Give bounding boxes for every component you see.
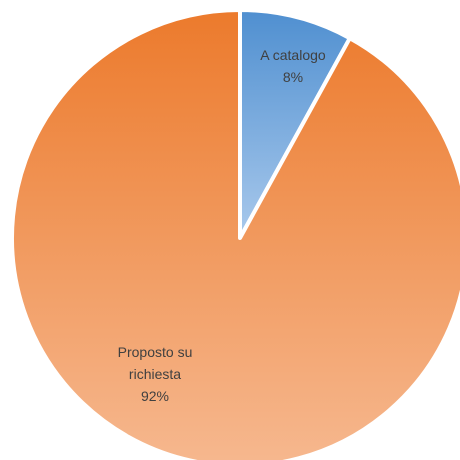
pie-slice-a-catalogo	[238, 8, 352, 240]
slice-value-text: 92%	[141, 388, 169, 404]
slice-category-text: Proposto su	[118, 344, 193, 360]
slice-label-proposto-su-richiesta: Proposto su richiesta 92%	[118, 344, 193, 404]
slice-label-a-catalogo: A catalogo 8%	[260, 47, 326, 85]
pie-slice-proposto-su-richiesta	[10, 8, 460, 460]
slice-category-text: A catalogo	[260, 47, 326, 63]
slice-value-text: 8%	[283, 69, 303, 85]
slice-category-text: richiesta	[129, 366, 181, 382]
